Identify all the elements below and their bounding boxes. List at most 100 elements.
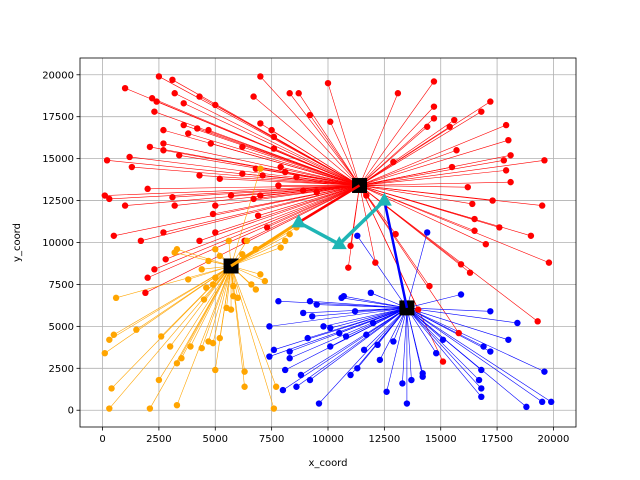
y-tick-label: 17500 xyxy=(42,112,74,123)
point-red xyxy=(482,240,490,248)
point-red xyxy=(110,232,118,239)
link-orange xyxy=(176,265,232,406)
point-red xyxy=(121,202,129,209)
grid xyxy=(80,58,576,427)
link-red-heavy xyxy=(298,184,361,224)
point-red xyxy=(194,125,201,132)
point-red xyxy=(324,79,332,87)
point-red xyxy=(448,163,456,171)
x-tick-label: 17500 xyxy=(481,434,513,445)
link-red xyxy=(188,133,360,186)
point-blue xyxy=(286,348,293,355)
point-red xyxy=(541,157,548,164)
link-red xyxy=(258,185,360,216)
point-red xyxy=(212,202,219,209)
link-red xyxy=(347,185,360,268)
point-blue xyxy=(315,400,323,407)
link-blue xyxy=(278,300,407,309)
point-blue xyxy=(383,388,390,395)
link-red xyxy=(359,185,475,232)
point-blue xyxy=(505,336,512,343)
point-red xyxy=(500,157,508,164)
point-blue xyxy=(327,343,334,350)
point-blue xyxy=(376,356,384,364)
point-red xyxy=(268,126,275,134)
point-red xyxy=(327,118,334,125)
link-red xyxy=(289,93,360,186)
link-blue xyxy=(345,307,408,337)
point-orange xyxy=(203,284,210,291)
link-blue xyxy=(330,307,407,329)
link-red xyxy=(359,185,538,322)
link-blue xyxy=(273,307,407,351)
point-red xyxy=(169,76,176,84)
y-tick-label: 0 xyxy=(68,406,74,417)
point-red xyxy=(160,126,167,134)
point-red xyxy=(270,133,278,141)
point-blue xyxy=(300,309,307,317)
link-red xyxy=(359,185,468,188)
point-red xyxy=(121,84,129,92)
link-red xyxy=(262,175,360,186)
point-red xyxy=(453,147,460,154)
link-red xyxy=(253,96,360,186)
point-blue xyxy=(336,329,343,337)
point-orange xyxy=(277,244,284,251)
point-red xyxy=(252,165,260,172)
y-tick-label: 15000 xyxy=(42,154,74,165)
link-orange xyxy=(230,247,281,267)
link-blue xyxy=(406,307,482,389)
link-red xyxy=(140,185,360,242)
point-orange xyxy=(212,366,219,374)
link-red xyxy=(359,149,457,186)
link-red xyxy=(359,111,482,186)
point-orange xyxy=(185,276,192,283)
link-orange xyxy=(230,265,275,409)
y-axis-label: y_coord xyxy=(12,223,23,262)
triangle-marker xyxy=(291,214,307,228)
point-orange xyxy=(198,344,205,352)
point-orange xyxy=(133,326,140,333)
point-orange xyxy=(110,331,118,338)
point-orange xyxy=(216,334,223,342)
point-red xyxy=(196,172,203,179)
link-blue xyxy=(309,307,408,381)
point-orange xyxy=(270,405,278,412)
point-red xyxy=(257,192,264,199)
link-blue xyxy=(357,235,408,309)
point-blue xyxy=(275,298,282,305)
point-blue xyxy=(523,403,530,411)
point-blue xyxy=(487,348,494,355)
point-red xyxy=(209,210,217,218)
link-red xyxy=(129,156,360,186)
point-red xyxy=(169,194,176,201)
link-red xyxy=(199,185,360,242)
point-orange xyxy=(209,281,217,288)
axis-ticks: 0 2500 5000 7500 10000 12500 15000 17500 20000 0 2… xyxy=(42,70,569,445)
point-blue xyxy=(286,355,293,362)
link-red xyxy=(359,81,435,186)
link-red xyxy=(329,121,360,186)
point-orange xyxy=(252,286,260,293)
point-red xyxy=(128,163,136,171)
y-tick-label: 10000 xyxy=(42,238,74,249)
point-orange xyxy=(227,306,235,313)
link-red xyxy=(273,136,360,186)
point-red xyxy=(275,182,282,189)
point-red xyxy=(471,215,478,223)
point-red xyxy=(464,183,471,191)
point-red xyxy=(471,227,478,234)
point-blue xyxy=(309,313,316,320)
link-blue xyxy=(402,307,408,384)
y-tick-label: 7500 xyxy=(49,280,74,291)
point-red xyxy=(313,188,320,196)
link-orange-heavy xyxy=(230,221,300,268)
link-red xyxy=(359,185,550,263)
link-red xyxy=(131,166,360,186)
point-orange xyxy=(101,350,109,357)
link-blue xyxy=(323,307,407,327)
point-red xyxy=(196,237,203,245)
point-red xyxy=(293,173,300,181)
